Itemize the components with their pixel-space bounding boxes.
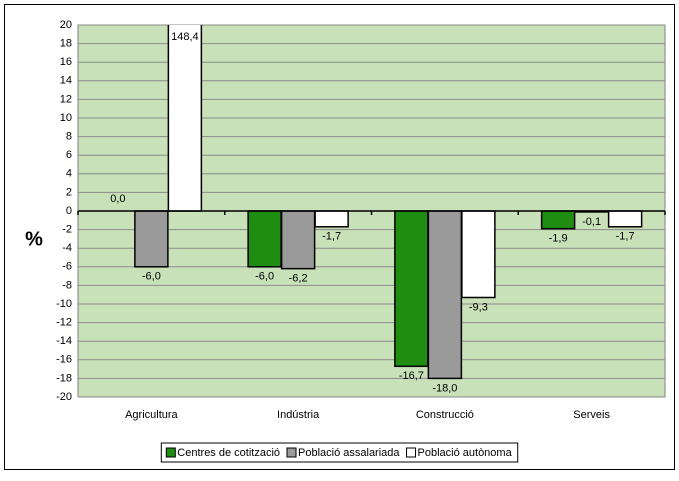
y-tick-label: -12 xyxy=(56,317,72,329)
value-label: -6,0 xyxy=(255,271,274,283)
value-label: -0,1 xyxy=(582,216,601,228)
legend-swatch xyxy=(286,447,297,458)
y-tick-label: 8 xyxy=(66,131,72,143)
bars xyxy=(134,25,643,380)
y-tick-label: 18 xyxy=(60,38,72,50)
y-tick-label: -4 xyxy=(62,242,72,254)
y-tick-label: -10 xyxy=(56,298,72,310)
bar xyxy=(427,210,463,380)
y-tick-label: 4 xyxy=(66,168,72,180)
y-tick-label: 6 xyxy=(66,149,72,161)
y-tick-label: 2 xyxy=(66,186,72,198)
y-tick-label: -20 xyxy=(56,391,72,403)
value-label: -9,3 xyxy=(469,301,488,313)
bar xyxy=(461,210,496,299)
y-tick-label: 20 xyxy=(60,19,72,31)
y-tick-label: 10 xyxy=(60,112,72,124)
legend-swatch xyxy=(406,447,417,458)
y-tick-label: -2 xyxy=(62,224,72,236)
y-tick-label: -18 xyxy=(56,372,72,384)
x-tick-label: Serveis xyxy=(573,409,610,421)
y-tick-label: 0 xyxy=(66,205,72,217)
y-tick-label: -8 xyxy=(62,279,72,291)
value-label: -6,0 xyxy=(142,271,161,283)
value-label: -1,7 xyxy=(616,231,635,243)
x-tick-label: Indústria xyxy=(277,409,320,421)
legend-label: Població autònoma xyxy=(418,447,513,459)
legend-swatch xyxy=(165,447,176,458)
y-tick-label: 14 xyxy=(60,75,72,87)
bar xyxy=(247,210,282,268)
bar xyxy=(280,210,316,270)
y-tick-label: -6 xyxy=(62,261,72,273)
y-tick-label: -16 xyxy=(56,354,72,366)
bar xyxy=(540,210,576,230)
value-label: -6,2 xyxy=(289,273,308,285)
legend-box xyxy=(160,442,519,463)
value-label: -18,0 xyxy=(432,382,457,394)
legend-label: Població assalariada xyxy=(298,447,400,459)
value-label: -1,9 xyxy=(549,233,568,245)
y-tick-label: -14 xyxy=(56,335,72,347)
bar xyxy=(607,210,643,228)
value-label: 0,0 xyxy=(110,193,125,205)
y-axis-label: % xyxy=(25,228,43,250)
legend-label: Centres de cotització xyxy=(177,447,280,459)
x-tick-label: Agricultura xyxy=(125,409,178,421)
legend: Centres de cotització Població assalariad… xyxy=(160,442,519,463)
bar xyxy=(394,210,429,368)
bar xyxy=(314,210,349,228)
x-tick-label: Construcció xyxy=(416,409,474,421)
bar xyxy=(134,210,169,268)
y-tick-label: 16 xyxy=(60,56,72,68)
value-label: -1,7 xyxy=(322,231,341,243)
value-label: -16,7 xyxy=(399,370,424,382)
value-label: 148,4 xyxy=(171,31,199,43)
y-tick-label: 12 xyxy=(60,93,72,105)
